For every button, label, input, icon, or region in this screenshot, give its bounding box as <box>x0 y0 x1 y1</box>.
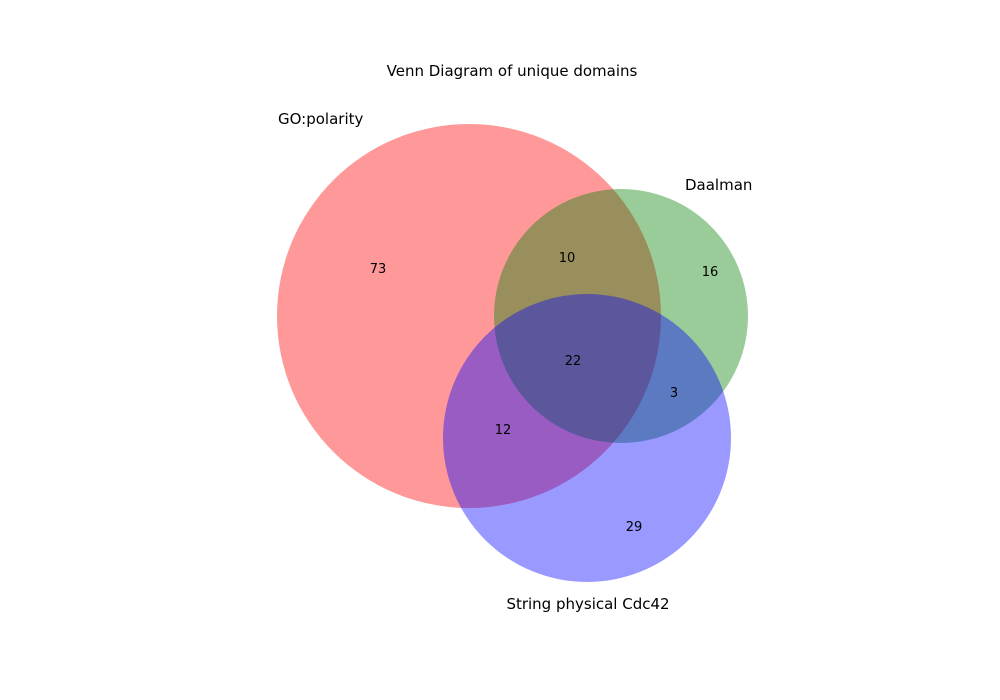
region-count-string-only: 29 <box>626 520 643 535</box>
region-count-go-polarity-string: 12 <box>495 423 512 438</box>
set-label-string-physical-cdc42: String physical Cdc42 <box>506 595 669 613</box>
region-count-go-polarity-daalman: 10 <box>559 251 576 266</box>
region-count-daalman-string: 3 <box>670 386 678 401</box>
set-circle-daalman <box>494 189 748 443</box>
region-count-daalman-only: 16 <box>702 265 719 280</box>
region-count-go-polarity-only: 73 <box>370 262 387 277</box>
diagram-title: Venn Diagram of unique domains <box>387 62 638 80</box>
region-count-all-three: 22 <box>565 354 582 369</box>
set-circle-string-physical-cdc42 <box>443 294 731 582</box>
set-circle-go-polarity <box>277 124 661 508</box>
set-label-go-polarity: GO:polarity <box>278 110 363 128</box>
set-label-daalman: Daalman <box>685 176 752 194</box>
